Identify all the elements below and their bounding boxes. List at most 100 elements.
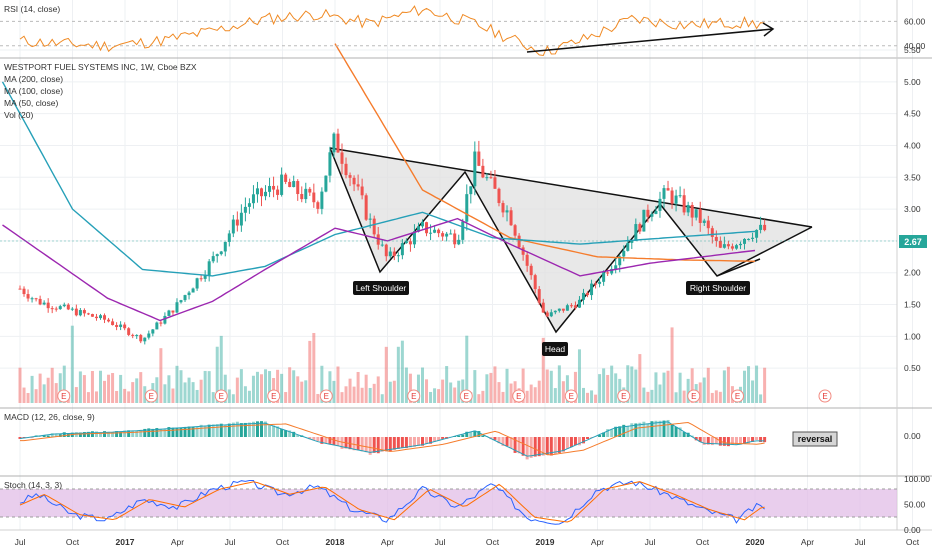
volume-bar: [284, 392, 287, 403]
volume-bar: [19, 368, 22, 403]
rsi-legend: RSI (14, close): [4, 4, 60, 14]
candle-body: [292, 181, 295, 187]
volume-bar: [703, 378, 706, 403]
volume-bar: [75, 387, 78, 403]
volume-bar: [91, 371, 94, 403]
macd-histogram-bar: [135, 430, 138, 437]
volume-bar: [35, 389, 38, 403]
volume-bar: [27, 393, 30, 403]
candle-body: [103, 315, 106, 319]
candle-body: [349, 175, 352, 178]
candle-body: [316, 202, 319, 209]
candle-body: [216, 254, 219, 256]
volume-bar: [163, 384, 166, 403]
volume-bar: [751, 380, 754, 403]
volume-bar: [103, 381, 106, 403]
volume-bar: [715, 390, 718, 403]
candle-body: [671, 191, 674, 204]
candle-body: [393, 252, 396, 256]
volume-bar: [361, 388, 364, 403]
candle-body: [300, 194, 303, 199]
macd-histogram-bar: [373, 437, 376, 453]
volume-bar: [493, 366, 496, 403]
volume-bar: [135, 378, 138, 403]
candle-body: [445, 234, 448, 237]
candle-body: [200, 278, 203, 279]
candle-body: [719, 241, 722, 248]
volume-bar: [590, 390, 593, 403]
earnings-marker: E: [215, 390, 227, 402]
macd-legend: MACD (12, 26, close, 9): [4, 412, 95, 422]
volume-bar: [397, 347, 400, 403]
candle-body: [212, 256, 215, 261]
ma200-legend: MA (200, close): [4, 74, 63, 84]
volume-bar: [107, 375, 110, 403]
volume-bar: [248, 391, 251, 403]
candle-body: [288, 182, 291, 187]
volume-bar: [139, 372, 142, 403]
candle-body: [256, 188, 259, 194]
time-tick-label: Jul: [855, 537, 866, 547]
volume-bar: [192, 382, 195, 403]
volume-bar: [312, 333, 315, 403]
volume-bar: [441, 380, 444, 403]
volume-bar: [43, 384, 46, 403]
candle-body: [602, 272, 605, 281]
ma100-legend: MA (100, close): [4, 86, 63, 96]
macd-histogram-bar: [248, 423, 251, 437]
candle-body: [155, 323, 158, 330]
candle-body: [192, 288, 195, 292]
volume-bar: [111, 373, 114, 403]
volume-bar: [763, 368, 766, 403]
rsi-tick-label: 40.00: [904, 41, 926, 51]
macd-histogram-bar: [675, 427, 678, 437]
candle-body: [510, 210, 513, 225]
macd-histogram-bar: [417, 437, 420, 446]
candle-body: [365, 195, 368, 219]
volume-bar: [180, 370, 183, 403]
candle-body: [699, 209, 702, 223]
candle-body: [67, 305, 70, 310]
volume-bar: [538, 381, 541, 403]
earnings-letter: E: [822, 392, 827, 401]
macd-histogram-bar: [159, 429, 162, 437]
candle-body: [534, 275, 537, 289]
earnings-marker: E: [513, 390, 525, 402]
macd-histogram-bar: [131, 431, 134, 437]
candle-body: [739, 244, 742, 245]
head-label: Head: [545, 344, 566, 354]
volume-bar: [240, 369, 243, 403]
volume-bar: [723, 370, 726, 403]
candle-body: [55, 309, 58, 310]
candle-body: [175, 302, 178, 312]
candle-body: [558, 309, 561, 311]
candle-body: [566, 305, 569, 310]
volume-bar: [433, 388, 436, 403]
volume-bar: [477, 394, 480, 403]
candle-body: [43, 303, 46, 305]
macd-histogram-bar: [272, 426, 275, 437]
earnings-marker: E: [732, 390, 744, 402]
candle-body: [538, 289, 541, 303]
volume-bar: [719, 392, 722, 403]
candle-body: [614, 265, 617, 269]
candle-body: [51, 308, 54, 309]
candle-body: [107, 320, 110, 322]
macd-histogram-bar: [208, 425, 211, 437]
candle-body: [373, 219, 376, 235]
candle-body: [361, 187, 364, 196]
candle-body: [449, 233, 452, 234]
candle-body: [453, 233, 456, 244]
macd-histogram-bar: [332, 437, 335, 445]
candle-body: [755, 230, 758, 238]
volume-bar: [115, 391, 118, 403]
volume-bar: [341, 392, 344, 403]
candle-body: [562, 309, 565, 311]
macd-histogram-bar: [586, 437, 589, 439]
earnings-marker: E: [58, 390, 70, 402]
volume-bar: [71, 326, 74, 403]
left-shoulder-tag: Left Shoulder: [353, 281, 409, 295]
volume-bar: [449, 382, 452, 403]
candle-body: [83, 310, 86, 313]
